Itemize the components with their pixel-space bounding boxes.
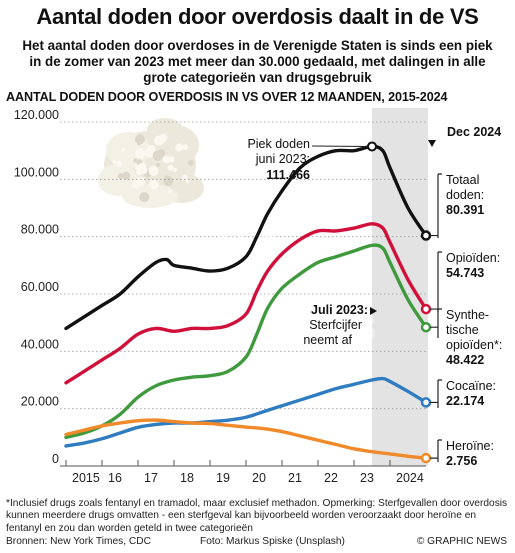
sources: Bronnen: New York Times, CDC [6, 536, 151, 547]
x-tick-label: 2015 [72, 471, 100, 485]
powder-grain [152, 150, 163, 161]
footnote: *Inclusief drugs zoals fentanyl en trama… [6, 498, 508, 534]
dec-arrow-icon [428, 140, 436, 147]
page-subtitle: Het aantal doden door overdoses in de Ve… [22, 38, 493, 85]
y-tick-label: 20.000 [21, 395, 59, 409]
powder-grain [164, 175, 169, 180]
series-label-synthetic: opioïden*: [446, 338, 502, 352]
july-note-line: neemt af [303, 333, 352, 347]
series-label-total: Totaal [446, 173, 479, 187]
powder-grain [175, 143, 184, 152]
label-bracket-cocaine [430, 379, 442, 408]
series-value-opioids: 54.743 [446, 266, 484, 280]
series-line-opioids [64, 222, 428, 385]
series-value-heroin: 2.756 [446, 454, 477, 468]
powder-grain [136, 141, 141, 146]
july-arrow-icon [370, 307, 377, 315]
series-label-synthetic: tische [446, 323, 479, 337]
series-label-opioids: Opioïden: [446, 251, 500, 265]
chart-heading: AANTAL DODEN DOOR OVERDOSIS IN VS OVER 1… [6, 90, 448, 104]
series-label-heroin: Heroïne: [446, 439, 494, 453]
x-tick-label: 2024 [396, 471, 424, 485]
powder-blob [98, 164, 138, 196]
july-note-line: Sterfcijfer [309, 318, 362, 332]
peak-label-line: Piek doden [247, 137, 310, 151]
end-point-heroin [420, 452, 432, 464]
powder-grain [116, 160, 123, 167]
peak-label-line: juni 2023: [255, 152, 310, 166]
series-line-synthetic [64, 243, 428, 440]
label-bracket-synthetic [430, 308, 442, 338]
series-label-cocaine: Cocaïne: [446, 379, 496, 393]
powder-grain [148, 179, 159, 190]
powder-grain [154, 135, 165, 146]
powder-grain [162, 155, 171, 164]
series-value-total: 80.391 [446, 203, 484, 217]
powder-grain [156, 163, 160, 167]
powder-grain [122, 171, 131, 180]
powder-grain [139, 192, 150, 203]
powder-grain [181, 174, 188, 181]
powder-grain [144, 147, 155, 158]
powder-grain [112, 159, 117, 164]
copyright-credit: © GRAPHIC NEWS [416, 536, 507, 547]
y-tick-label: 120.000 [14, 108, 59, 122]
photo-credit: Foto: Markus Spiske (Unsplash) [200, 536, 345, 547]
x-tick-label: 19 [216, 471, 230, 485]
label-bracket-heroin [430, 439, 442, 462]
powder-grain [167, 164, 174, 171]
powder-grain [173, 168, 178, 173]
x-tick-label: 20 [252, 471, 266, 485]
series-value-synthetic: 48.422 [446, 353, 484, 367]
label-bracket-total [430, 173, 442, 238]
powder-grain [139, 154, 144, 159]
x-tick-label: 18 [180, 471, 194, 485]
powder-photo [98, 118, 204, 208]
y-tick-label: 80.000 [21, 223, 59, 237]
page-title: Aantal doden door overdosis daalt in de … [36, 4, 479, 29]
powder-grain [135, 176, 146, 187]
powder-grain [187, 159, 194, 166]
powder-grain [133, 158, 138, 163]
powder-blob [122, 184, 178, 208]
powder-blob [147, 118, 183, 142]
powder-grain [167, 189, 172, 194]
label-bracket-opioids [430, 251, 442, 312]
powder-grain [148, 165, 159, 176]
july-2023-label: Juli 2023: [311, 303, 368, 317]
y-tick-label: 40.000 [21, 337, 59, 351]
y-tick-label: 0 [52, 452, 59, 466]
series-line-heroin [64, 418, 428, 460]
end-point-opioids [420, 303, 432, 315]
powder-grain [134, 134, 145, 145]
end-point-cocaine [420, 397, 432, 408]
x-tick-label: 17 [144, 471, 158, 485]
peak-value: 111.466 [266, 168, 310, 182]
series-label-synthetic: Synthe- [446, 308, 489, 322]
powder-grain [185, 179, 190, 184]
end-point-total [420, 230, 432, 241]
powder-grain [121, 147, 126, 152]
x-tick-label: 23 [360, 471, 374, 485]
y-tick-label: 60.000 [21, 280, 59, 294]
powder-grain [138, 162, 147, 171]
series-line-cocaine [64, 376, 428, 448]
x-tick-label: 21 [288, 471, 302, 485]
powder-grain [182, 144, 189, 151]
series-label-total: doden: [446, 188, 484, 202]
end-point-synthetic [420, 321, 432, 333]
powder-grain [117, 172, 124, 179]
dec-2024-label: Dec 2024 [447, 125, 501, 139]
x-tick-label: 16 [108, 471, 122, 485]
peak-marker [367, 141, 377, 152]
series-value-cocaine: 22.174 [446, 394, 484, 408]
x-tick-label: 22 [324, 471, 338, 485]
y-tick-label: 100.000 [14, 165, 59, 179]
